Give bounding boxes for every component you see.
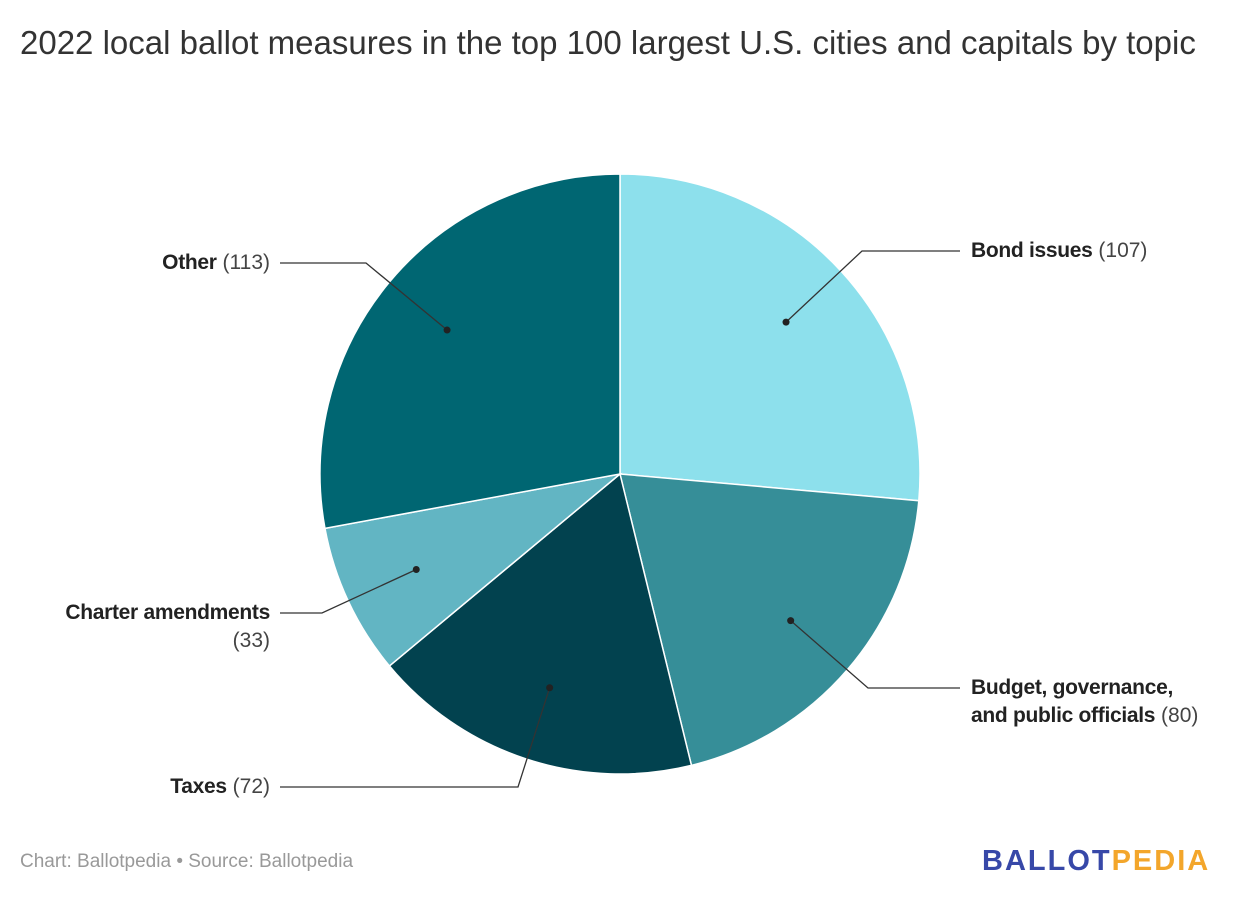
label-bond-issues: Bond issues (107) (971, 239, 1148, 262)
pie-slice-4 (319, 173, 621, 530)
leader-dot-2 (546, 684, 554, 692)
leader-line-2 (280, 687, 551, 788)
label-budget: Budget, governance, and public officials … (971, 676, 1199, 727)
label-charter-amendments: Charter amendments (33) (65, 601, 270, 652)
leader-dot-3 (412, 565, 420, 573)
leader-dot-4 (443, 326, 451, 334)
pie-slice-0 (619, 173, 921, 502)
label-other: Other (113) (162, 251, 270, 274)
leader-dot-0 (782, 318, 790, 326)
chart-title: 2022 local ballot measures in the top 10… (20, 24, 1196, 61)
leader-line-4 (280, 262, 448, 331)
leader-line-3 (280, 568, 417, 614)
leader-line-1 (790, 620, 960, 689)
label-taxes: Taxes (72) (170, 775, 270, 798)
pie-slice-2 (388, 472, 693, 775)
leader-line-0 (785, 250, 960, 323)
leader-dot-1 (787, 617, 795, 625)
chart-footer: Chart: Ballotpedia • Source: Ballotpedia (20, 851, 354, 872)
ballotpedia-logo[interactable]: BALLOTPEDIA (982, 845, 1211, 877)
